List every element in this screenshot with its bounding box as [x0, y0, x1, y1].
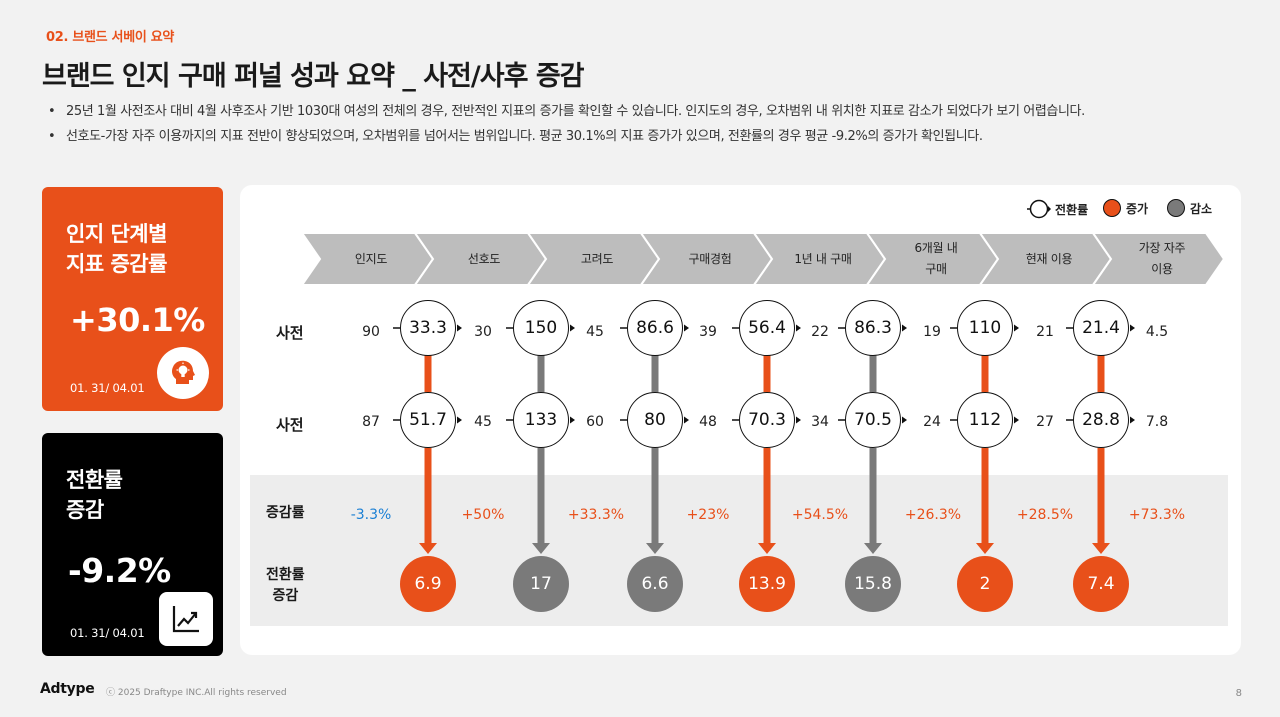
- growth-rate: +50%: [461, 507, 505, 523]
- funnel-stage-label: 현재 이용: [1025, 251, 1073, 266]
- conversion-kpi-card: 전환률 증감 -9.2% 01. 31/ 04.01: [42, 433, 223, 656]
- funnel-stage-label: 구매경험: [688, 251, 732, 266]
- awareness-kpi-card: 인지 단계별 지표 증감률 +30.1% 01. 31/ 04.01: [42, 187, 223, 411]
- summary-bullet: 25년 1월 사전조사 대비 4월 사후조사 기반 1030대 여성의 전체의 …: [48, 103, 1085, 128]
- pre-stage-value: 21: [1036, 324, 1054, 340]
- pre-stage-value: 39: [699, 324, 717, 340]
- post-conversion-circle: 80: [627, 392, 683, 448]
- post-stage-value: 60: [586, 414, 604, 430]
- conversion-delta-circle: 17: [513, 556, 569, 612]
- page-number: 8: [1235, 688, 1242, 699]
- post-stage-value: 48: [699, 414, 717, 430]
- pre-stage-value: 45: [586, 324, 604, 340]
- summary-bullets: 25년 1월 사전조사 대비 4월 사후조사 기반 1030대 여성의 전체의 …: [48, 103, 1085, 153]
- pre-conversion-circle: 56.4: [739, 300, 795, 356]
- legend-increase: 증가: [1103, 199, 1148, 217]
- post-row-label: 사전: [276, 416, 304, 434]
- head-lightbulb-icon: [157, 347, 209, 399]
- conversion-legend-icon: [1027, 199, 1051, 219]
- conversion-delta-circle: 2: [957, 556, 1013, 612]
- pre-stage-value: 19: [923, 324, 941, 340]
- legend-decrease: 감소: [1167, 199, 1212, 217]
- post-stage-value: 45: [474, 414, 492, 430]
- brand-logo: Adtype: [40, 681, 95, 697]
- legend-decrease-label: 감소: [1190, 201, 1213, 216]
- pre-stage-value: 90: [362, 324, 380, 340]
- legend-increase-label: 증가: [1126, 201, 1149, 216]
- growth-rate: +73.3%: [1128, 507, 1186, 523]
- section-tag: 02. 브랜드 서베이 요약: [46, 30, 175, 45]
- growth-chart-icon: [159, 592, 213, 646]
- funnel-stage-label: 6개월 내 구매: [914, 241, 958, 276]
- funnel-stage-label: 고려도: [580, 251, 614, 266]
- pre-conversion-circle: 110: [957, 300, 1013, 356]
- growth-rate: -3.3%: [350, 507, 392, 523]
- conversion-kpi-date: 01. 31/ 04.01: [70, 626, 145, 640]
- pre-conversion-circle: 21.4: [1073, 300, 1129, 356]
- conversion-row-label: 전환률 증감: [266, 567, 305, 604]
- growth-rate: +26.3%: [904, 507, 962, 523]
- post-stage-value: 27: [1036, 414, 1054, 430]
- decrease-legend-dot: [1167, 199, 1185, 217]
- conversion-kpi-title: 전환률 증감: [66, 468, 123, 522]
- awareness-kpi-title: 인지 단계별 지표 증감률: [66, 222, 167, 276]
- summary-bullet: 선호도-가장 자주 이용까지의 지표 전반이 향상되었으며, 오차범위를 넘어서…: [48, 128, 1085, 153]
- pre-stage-value: 22: [811, 324, 829, 340]
- page-title: 브랜드 인지 구매 퍼널 성과 요약 _ 사전/사후 증감: [42, 61, 585, 92]
- pre-conversion-circle: 33.3: [400, 300, 456, 356]
- pre-conversion-circle: 150: [513, 300, 569, 356]
- pre-stage-value: 30: [474, 324, 492, 340]
- funnel-stage-label: 선호도: [467, 251, 501, 266]
- post-conversion-circle: 70.5: [845, 392, 901, 448]
- growth-rate: +54.5%: [791, 507, 849, 523]
- post-conversion-circle: 112: [957, 392, 1013, 448]
- growth-rate: +33.3%: [567, 507, 625, 523]
- conversion-delta-circle: 6.9: [400, 556, 456, 612]
- post-stage-value: 34: [811, 414, 829, 430]
- post-stage-value: 7.8: [1145, 414, 1169, 430]
- post-conversion-circle: 133: [513, 392, 569, 448]
- conversion-delta-circle: 7.4: [1073, 556, 1129, 612]
- post-conversion-circle: 51.7: [400, 392, 456, 448]
- growth-rate: +28.5%: [1016, 507, 1074, 523]
- rate-row-label: 증감률: [266, 505, 305, 521]
- copyright: ⓒ 2025 Draftype INC.All rights reserved: [106, 688, 287, 698]
- funnel-stage-label: 1년 내 구매: [794, 251, 852, 266]
- awareness-kpi-value: +30.1%: [70, 301, 205, 339]
- legend-conversion-label: 전환률: [1055, 202, 1089, 217]
- funnel-stage-label: 가장 자주 이용: [1138, 241, 1186, 276]
- awareness-kpi-date: 01. 31/ 04.01: [70, 381, 145, 395]
- pre-row-label: 사전: [276, 324, 304, 342]
- pre-conversion-circle: 86.6: [627, 300, 683, 356]
- post-conversion-circle: 70.3: [739, 392, 795, 448]
- post-conversion-circle: 28.8: [1073, 392, 1129, 448]
- conversion-delta-circle: 13.9: [739, 556, 795, 612]
- increase-legend-dot: [1103, 199, 1121, 217]
- conversion-delta-circle: 15.8: [845, 556, 901, 612]
- legend-conversion: 전환률: [1027, 199, 1088, 219]
- conversion-kpi-value: -9.2%: [68, 551, 171, 590]
- pre-stage-value: 4.5: [1145, 324, 1169, 340]
- post-stage-value: 24: [923, 414, 941, 430]
- post-stage-value: 87: [362, 414, 380, 430]
- pre-conversion-circle: 86.3: [845, 300, 901, 356]
- growth-rate: +23%: [686, 507, 730, 523]
- funnel-stage-label: 인지도: [354, 251, 388, 266]
- conversion-delta-circle: 6.6: [627, 556, 683, 612]
